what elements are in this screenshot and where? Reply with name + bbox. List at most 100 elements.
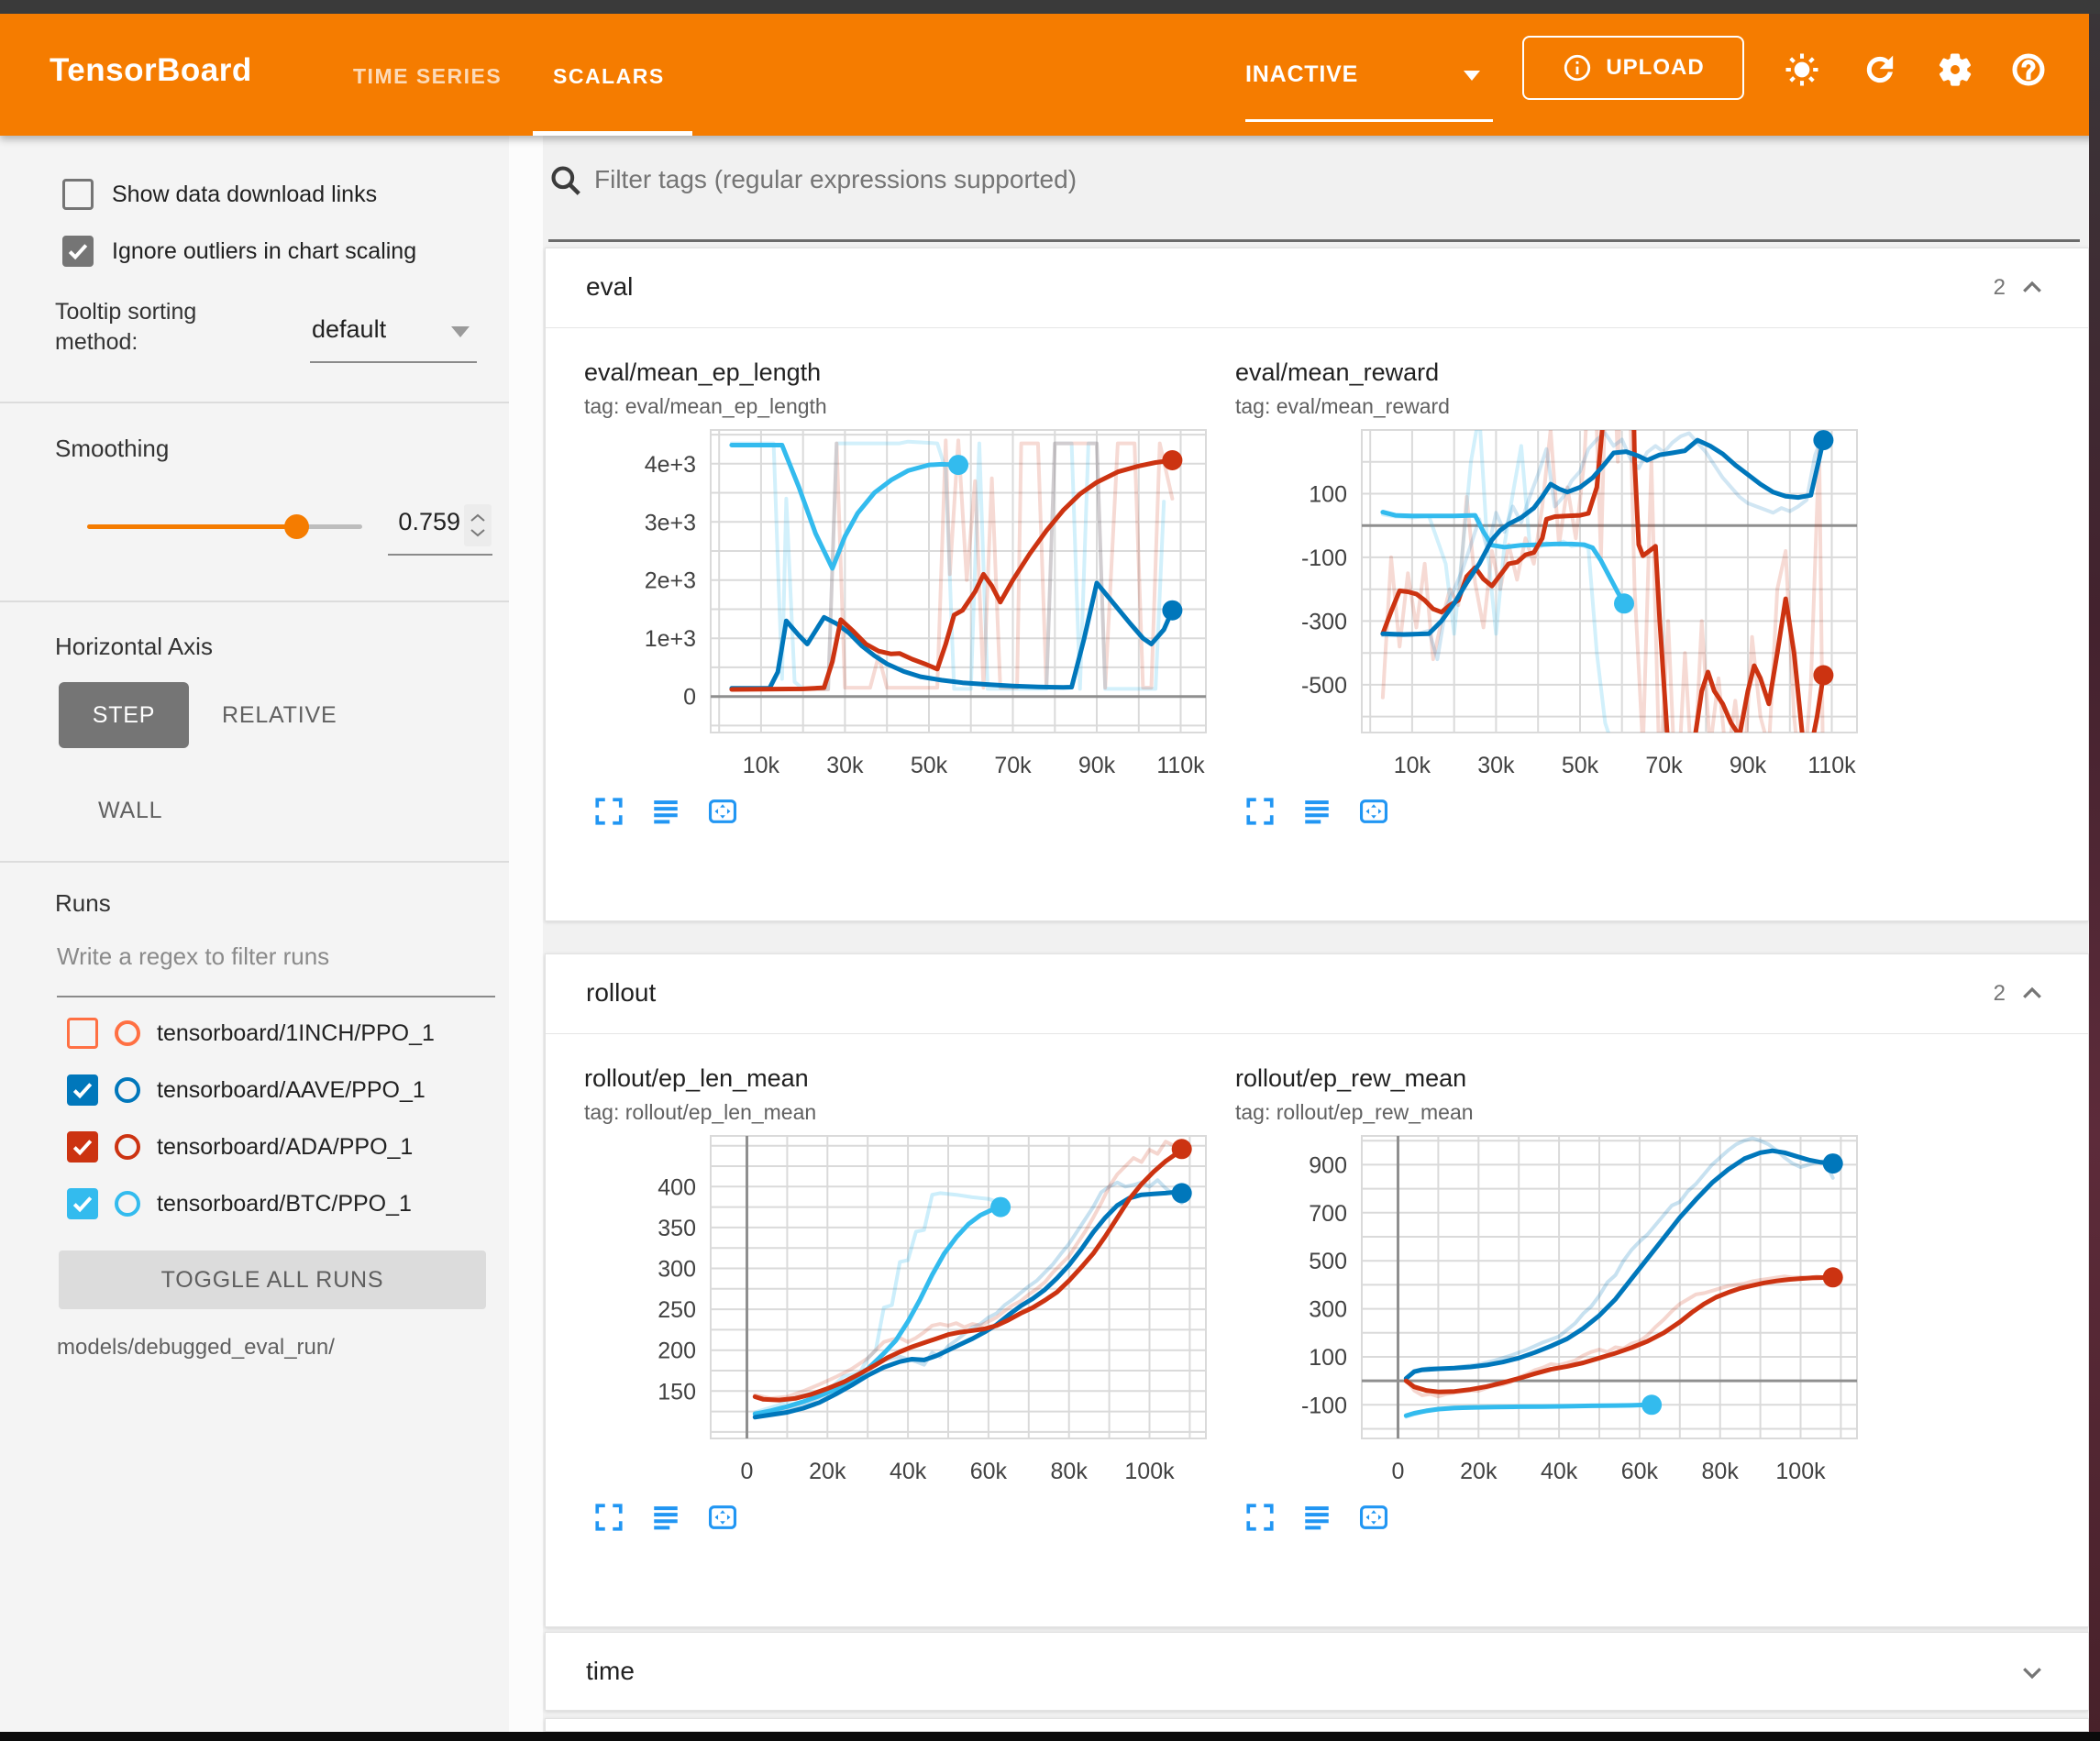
run-checkbox[interactable] [67, 1131, 98, 1163]
active-tab-underline [533, 131, 692, 136]
runs-lines-icon[interactable] [1301, 796, 1332, 827]
runs-filter-input[interactable]: Write a regex to filter runs [57, 942, 330, 970]
brightness-icon[interactable] [1784, 51, 1820, 88]
refresh-icon[interactable] [1862, 51, 1898, 88]
ignore-outliers-row[interactable]: Ignore outliers in chart scaling [62, 236, 416, 267]
runs-label: Runs [55, 889, 111, 917]
svg-text:350: 350 [658, 1216, 696, 1241]
section-card-eval: eval 2 eval/mean_ep_length tag: eval/mea… [545, 248, 2089, 921]
section-header-rollout[interactable]: rollout 2 [546, 954, 2088, 1033]
chevron-down-icon[interactable] [451, 326, 470, 337]
fit-to-screen-icon[interactable] [707, 796, 738, 827]
run-color-ring [115, 1020, 140, 1046]
expand-icon[interactable] [593, 1502, 624, 1533]
value-underline [388, 554, 492, 556]
svg-text:100k: 100k [1775, 1459, 1826, 1484]
fit-to-screen-icon[interactable] [1358, 796, 1389, 827]
runs-lines-icon[interactable] [650, 796, 681, 827]
tooltip-sorting-dropdown[interactable]: default [312, 315, 387, 343]
search-icon [551, 166, 580, 195]
horizontal-axis-label: Horizontal Axis [55, 633, 213, 660]
run-color-ring [115, 1077, 140, 1103]
axis-option-relative[interactable]: RELATIVE [222, 702, 337, 728]
svg-text:100: 100 [1309, 482, 1347, 508]
svg-text:-100: -100 [1301, 1393, 1347, 1418]
fit-to-screen-icon[interactable] [1358, 1502, 1389, 1533]
help-icon[interactable] [2010, 51, 2047, 88]
run-row[interactable]: tensorboard/AAVE/PPO_1 [67, 1074, 426, 1106]
sidebar-scrollbar[interactable] [509, 136, 543, 1732]
window-right-edge [2089, 14, 2100, 1741]
chevron-up-icon[interactable] [2018, 980, 2046, 1008]
tab-scalars[interactable]: SCALARS [553, 64, 665, 88]
chevron-up-icon[interactable] [2018, 274, 2046, 302]
section-header-eval[interactable]: eval 2 [546, 248, 2088, 327]
chart-canvas[interactable]: 10k 30k 50k 70k 90k 110k 100 -100 -300 -500 [1233, 424, 1866, 787]
svg-text:4e+3: 4e+3 [645, 452, 696, 478]
svg-text:60k: 60k [1621, 1459, 1659, 1484]
chart-canvas[interactable]: 0 20k 40k 60k 80k 100k 150 200 250 300 350 400 [582, 1130, 1215, 1493]
upload-label: UPLOAD [1606, 55, 1705, 80]
svg-text:40k: 40k [890, 1459, 927, 1484]
svg-text:300: 300 [658, 1257, 696, 1283]
svg-text:50k: 50k [1562, 753, 1599, 778]
runs-lines-icon[interactable] [1301, 1502, 1332, 1533]
main-content: Filter tags (regular expressions support… [543, 136, 2089, 1732]
chart-tag: tag: eval/mean_reward [1235, 394, 1450, 418]
run-row[interactable]: tensorboard/ADA/PPO_1 [67, 1131, 413, 1163]
checkbox[interactable] [62, 236, 94, 267]
fit-to-screen-icon[interactable] [707, 1502, 738, 1533]
svg-text:300: 300 [1309, 1297, 1347, 1323]
chart-rollout-ep-len-mean: rollout/ep_len_mean tag: rollout/ep_len_… [582, 1042, 1215, 1533]
chart-eval-mean-ep-length: eval/mean_ep_length tag: eval/mean_ep_le… [582, 336, 1215, 827]
expand-icon[interactable] [1244, 1502, 1276, 1533]
chart-title: rollout/ep_rew_mean [1235, 1064, 1467, 1092]
svg-text:-300: -300 [1301, 609, 1347, 634]
axis-option-wall[interactable]: WALL [98, 798, 163, 823]
section-name: time [586, 1657, 635, 1685]
expand-icon[interactable] [593, 796, 624, 827]
svg-text:110k: 110k [1156, 753, 1205, 778]
svg-text:500: 500 [1309, 1249, 1347, 1274]
svg-text:10k: 10k [743, 753, 780, 778]
checkbox[interactable] [62, 179, 94, 210]
run-checkbox[interactable] [67, 1018, 98, 1049]
expand-icon[interactable] [1244, 796, 1276, 827]
slider-fill [87, 524, 296, 529]
smoothing-slider[interactable] [87, 514, 362, 539]
svg-text:0: 0 [683, 685, 696, 711]
run-label: tensorboard/BTC/PPO_1 [157, 1190, 412, 1217]
chart-title: eval/mean_ep_length [584, 358, 822, 386]
app-header: TensorBoard TIME SERIES SCALARS INACTIVE… [0, 14, 2100, 136]
show-download-links-row[interactable]: Show data download links [62, 179, 377, 210]
axis-option-step[interactable]: STEP [59, 682, 189, 748]
section-header-time[interactable]: time [546, 1633, 2088, 1712]
chart-tag: tag: rollout/ep_len_mean [584, 1100, 817, 1124]
smoothing-value-input[interactable]: 0.759 [398, 508, 460, 535]
runs-lines-icon[interactable] [650, 1502, 681, 1533]
chevron-down-icon[interactable] [2018, 1658, 2046, 1686]
upload-button[interactable]: UPLOAD [1522, 36, 1744, 100]
slider-thumb[interactable] [284, 514, 309, 539]
chart-canvas[interactable]: 10k 30k 50k 70k 90k 110k 0 1e+3 2e+3 3e+3 4e+3 [582, 424, 1215, 787]
status-dropdown[interactable]: INACTIVE [1245, 61, 1493, 122]
number-stepper[interactable] [464, 504, 492, 546]
settings-gear-icon[interactable] [1937, 51, 1973, 88]
runs-footer-path: models/debugged_eval_run/ [57, 1335, 335, 1360]
run-checkbox[interactable] [67, 1188, 98, 1219]
run-row[interactable]: tensorboard/1INCH/PPO_1 [67, 1018, 435, 1049]
tab-time-series[interactable]: TIME SERIES [353, 64, 503, 88]
run-checkbox[interactable] [67, 1074, 98, 1106]
chart-eval-mean-reward: eval/mean_reward tag: eval/mean_reward 1… [1233, 336, 1866, 827]
window-bottom-edge [0, 1732, 2100, 1741]
svg-text:50k: 50k [911, 753, 948, 778]
chart-tag: tag: rollout/ep_rew_mean [1235, 1100, 1474, 1124]
run-row[interactable]: tensorboard/BTC/PPO_1 [67, 1188, 412, 1219]
chart-canvas[interactable]: 0 20k 40k 60k 80k 100k -100 100 300 500 700 900 [1233, 1130, 1866, 1493]
svg-text:100k: 100k [1124, 1459, 1175, 1484]
svg-text:-100: -100 [1301, 545, 1347, 571]
filter-tags-input[interactable]: Filter tags (regular expressions support… [548, 161, 2080, 242]
toggle-all-runs-button[interactable]: TOGGLE ALL RUNS [59, 1251, 486, 1309]
checkbox-label: Show data download links [112, 181, 378, 207]
